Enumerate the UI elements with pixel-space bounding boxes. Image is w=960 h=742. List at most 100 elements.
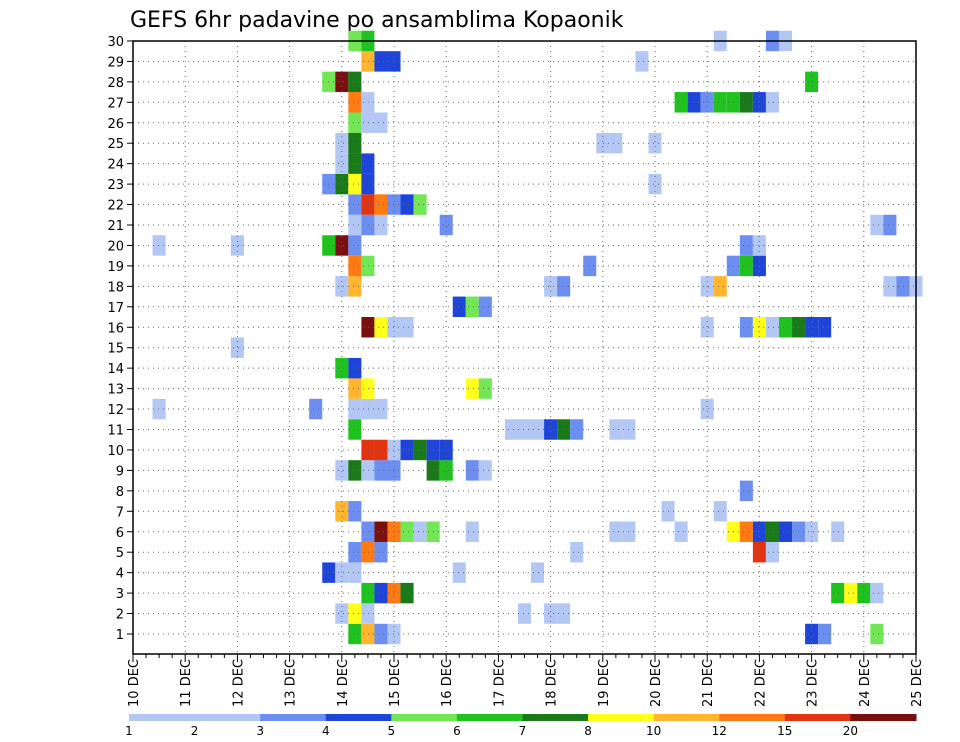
precip-cell <box>739 92 753 113</box>
y-tick-label: 22 <box>107 199 124 214</box>
y-tick-label: 10 <box>107 444 124 459</box>
colorbar-label: 15 <box>777 724 792 738</box>
colorbar-label: 8 <box>584 724 592 738</box>
precip-cell <box>348 541 362 563</box>
precip-cells <box>152 30 923 645</box>
y-tick-label: 30 <box>107 35 124 50</box>
precip-cell <box>478 296 492 318</box>
precip-cell <box>700 398 714 420</box>
colorbar-label: 20 <box>843 724 858 738</box>
precip-cell <box>465 378 479 399</box>
precip-cell <box>230 337 244 358</box>
precip-cell <box>778 521 793 542</box>
precip-cell <box>648 173 662 195</box>
y-axis-ticks: 1234567891011121314151617181920212223242… <box>107 35 133 643</box>
precip-cell <box>570 541 584 563</box>
precip-cell <box>805 317 819 338</box>
x-tick-label: 23 DEC <box>806 659 821 707</box>
precip-cell <box>739 480 753 502</box>
precip-cell <box>335 460 349 481</box>
chart-title: GEFS 6hr padavine po ansamblima Kopaonik <box>130 8 624 33</box>
precip-cell <box>348 460 362 481</box>
precip-cell <box>348 623 362 645</box>
x-tick-label: 16 DEC <box>440 659 455 707</box>
precip-cell <box>465 521 479 542</box>
x-tick-label: 17 DEC <box>492 659 507 707</box>
precip-cell <box>870 214 884 236</box>
precip-cell <box>504 419 518 440</box>
colorbar-swatch <box>391 714 458 721</box>
precip-cell <box>335 235 349 256</box>
colorbar-label: 12 <box>712 724 727 738</box>
precip-cell <box>387 623 401 645</box>
precip-cell <box>374 623 388 645</box>
precip-cell <box>361 582 375 604</box>
precip-cell <box>713 276 727 297</box>
precip-cell <box>765 541 779 563</box>
precip-cell <box>374 582 388 604</box>
precip-cell <box>361 255 375 277</box>
y-tick-label: 29 <box>107 55 124 70</box>
precip-cell <box>387 439 401 461</box>
colorbar-swatch <box>784 714 851 721</box>
y-tick-label: 23 <box>107 178 124 193</box>
colorbar-swatch <box>719 714 786 721</box>
precip-cell <box>361 398 375 420</box>
precip-cell <box>517 603 532 624</box>
precip-cell <box>765 317 779 338</box>
precip-cell <box>387 317 401 338</box>
precip-cell <box>361 51 375 72</box>
x-tick-label: 20 DEC <box>649 659 664 707</box>
precip-cell <box>700 92 714 113</box>
precip-cell <box>335 132 349 154</box>
colorbar-swatch <box>129 714 261 721</box>
colorbar: 1 2 3 4 5 6 7 8 10 12 15 20 <box>125 714 917 738</box>
precip-cell <box>465 296 479 318</box>
precip-cell <box>335 562 349 583</box>
colorbar-swatch <box>325 714 392 721</box>
precip-cell <box>361 460 375 481</box>
precip-cell <box>739 255 753 277</box>
precip-cell <box>348 194 362 215</box>
precip-cell <box>570 419 584 440</box>
precip-cell <box>439 439 453 461</box>
precip-cell <box>883 214 897 236</box>
precip-cell <box>400 439 414 461</box>
precip-cell <box>896 276 910 297</box>
y-tick-label: 5 <box>116 546 124 561</box>
precip-cell <box>335 173 349 195</box>
colorbar-label: 7 <box>519 724 527 738</box>
precip-cell <box>348 173 362 195</box>
precip-cell <box>778 317 793 338</box>
y-tick-label: 17 <box>107 301 124 316</box>
colorbar-swatch <box>588 714 655 721</box>
precip-cell <box>361 153 375 174</box>
x-tick-label: 12 DEC <box>231 659 246 707</box>
precip-cell <box>818 623 832 645</box>
precip-cell <box>387 460 401 481</box>
precip-cell <box>309 398 323 420</box>
precip-cell <box>596 132 610 154</box>
colorbar-swatch <box>260 714 327 721</box>
precip-cell <box>609 521 623 542</box>
precip-cell <box>348 255 362 277</box>
precip-cell <box>752 317 766 338</box>
precip-cell <box>361 378 375 399</box>
y-tick-label: 11 <box>107 424 124 439</box>
precip-cell <box>765 92 779 113</box>
colorbar-swatch <box>850 714 917 721</box>
precip-cell <box>400 521 414 542</box>
precip-cell <box>374 51 388 72</box>
precip-cell <box>361 214 375 236</box>
precip-cell <box>348 419 362 440</box>
precip-cell <box>361 439 375 461</box>
y-tick-label: 26 <box>107 117 124 132</box>
precip-cell <box>517 419 532 440</box>
x-tick-label: 13 DEC <box>284 659 299 707</box>
precip-cell <box>348 153 362 174</box>
y-tick-label: 2 <box>116 608 124 623</box>
precip-cell <box>374 521 388 542</box>
colorbar-swatch <box>522 714 589 721</box>
y-tick-label: 27 <box>107 96 124 111</box>
